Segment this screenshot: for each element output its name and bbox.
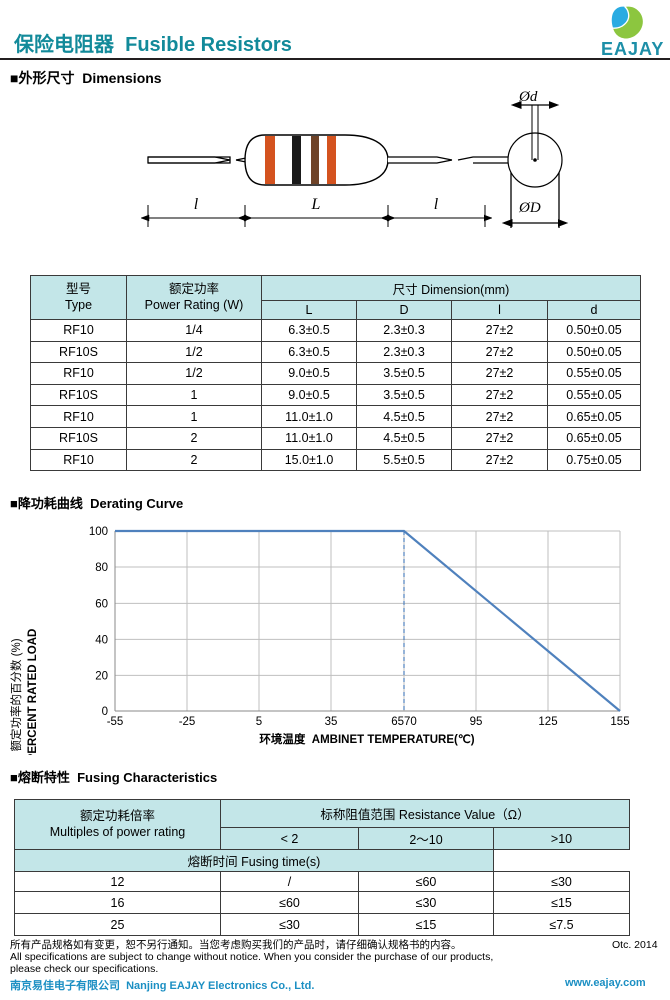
svg-text:100: 100 [89,526,108,538]
svg-text:60: 60 [95,599,108,611]
svg-text:125: 125 [538,716,557,728]
svg-text:L: L [311,196,321,213]
svg-text:PERCENT RATED LOAD: PERCENT RATED LOAD [27,629,39,755]
svg-text:40: 40 [95,635,108,647]
svg-text:-55: -55 [107,716,124,728]
svg-text:80: 80 [95,562,108,574]
svg-text:155: 155 [610,716,629,728]
svg-text:6570: 6570 [391,716,417,728]
svg-text:ØD: ØD [518,200,541,216]
svg-text:-25: -25 [179,716,196,728]
svg-text:95: 95 [470,716,483,728]
svg-text:l: l [194,196,199,213]
svg-text:l: l [434,196,439,213]
svg-text:环境温度 AMBINET TEMPERATURE(℃): 环境温度 AMBINET TEMPERATURE(℃) [259,732,474,746]
svg-text:35: 35 [325,716,338,728]
svg-text:额定功率的百分数 (%): 额定功率的百分数 (%) [9,638,23,751]
svg-text:Ød: Ød [518,89,538,105]
svg-text:5: 5 [256,716,262,728]
svg-text:20: 20 [95,671,108,683]
